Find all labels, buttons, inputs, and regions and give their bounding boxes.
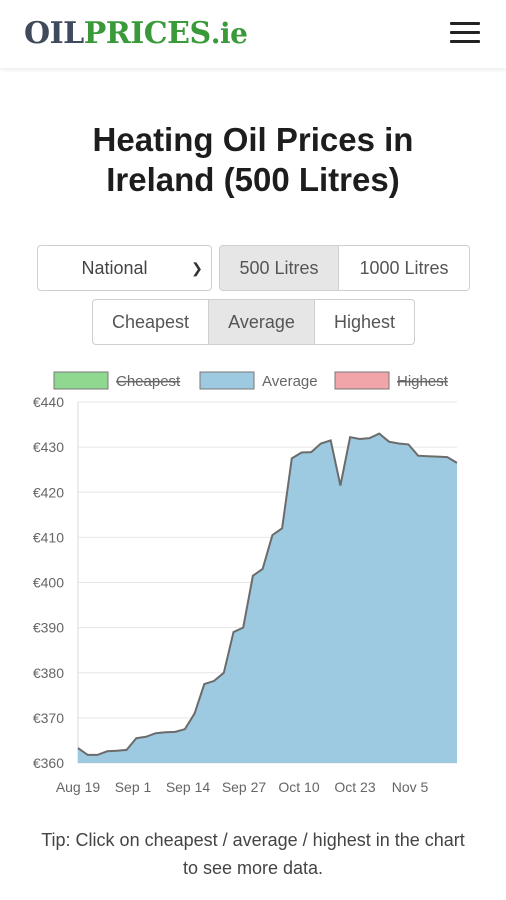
legend-label-highest: Highest xyxy=(397,373,449,390)
x-tick-label: Sep 1 xyxy=(115,779,152,795)
legend-swatch-average xyxy=(199,371,255,390)
x-axis-ticks: Aug 19 Sep 1 Sep 14 Sep 27 Oct 10 Oct 23 Nov 5 xyxy=(56,779,429,795)
average-price-area[interactable] xyxy=(78,433,457,763)
type-highest-button[interactable]: Highest xyxy=(315,299,415,345)
chart-legend: Cheapest Average Highest xyxy=(53,371,449,390)
volume-500-button[interactable]: 500 Litres xyxy=(219,245,339,291)
volume-button-group: 500 Litres 1000 Litres xyxy=(219,245,470,291)
x-tick-label: Sep 27 xyxy=(222,779,267,795)
y-axis-ticks: €440 €430 €420 €410 €400 €390 €380 €370 €360 xyxy=(33,394,64,771)
site-header: OILPRICES.ie xyxy=(0,0,506,68)
price-type-button-group: Cheapest Average Highest xyxy=(92,299,415,345)
x-tick-label: Aug 19 xyxy=(56,779,101,795)
logo-oil-text: OIL xyxy=(24,16,84,51)
hamburger-menu-icon[interactable] xyxy=(450,22,480,44)
legend-item-cheapest[interactable]: Cheapest xyxy=(53,371,181,390)
legend-label-cheapest: Cheapest xyxy=(116,373,181,390)
type-cheapest-button[interactable]: Cheapest xyxy=(92,299,209,345)
page-title-line2: Ireland (500 Litres) xyxy=(106,161,400,198)
type-average-button[interactable]: Average xyxy=(209,299,315,345)
legend-item-average[interactable]: Average xyxy=(199,371,318,390)
legend-item-highest[interactable]: Highest xyxy=(334,371,449,390)
y-tick-label: €430 xyxy=(33,439,64,455)
price-chart: Cheapest Average Highest €440€430€420€410€… xyxy=(33,371,458,795)
logo-ie-text: .ie xyxy=(210,17,248,50)
legend-swatch-highest xyxy=(334,371,390,390)
y-tick-label: €420 xyxy=(33,484,64,500)
legend-swatch-cheapest xyxy=(53,371,109,390)
region-select-value: National xyxy=(81,257,148,278)
tip-line2: to see more data. xyxy=(182,858,324,878)
y-tick-label: €440 xyxy=(33,394,64,410)
x-tick-label: Nov 5 xyxy=(392,779,429,795)
y-tick-label: €360 xyxy=(33,755,64,771)
page-title-line1: Heating Oil Prices in xyxy=(92,121,414,158)
y-tick-label: €400 xyxy=(33,575,64,591)
x-tick-label: Oct 10 xyxy=(278,779,319,795)
x-tick-label: Sep 14 xyxy=(166,779,211,795)
average-price-line xyxy=(77,432,458,756)
y-tick-label: €390 xyxy=(33,620,64,636)
y-tick-label: €370 xyxy=(33,710,64,726)
region-select[interactable]: National ❯ xyxy=(37,245,212,291)
x-tick-label: Oct 23 xyxy=(334,779,375,795)
tip-line1: Tip: Click on cheapest / average / highe… xyxy=(41,830,465,850)
volume-1000-button[interactable]: 1000 Litres xyxy=(339,245,470,291)
logo-prices-text: PRICES xyxy=(83,16,211,51)
chart-tip: Tip: Click on cheapest / average / highe… xyxy=(0,826,506,882)
chevron-down-icon: ❯ xyxy=(191,259,203,276)
page-title: Heating Oil Prices in Ireland (500 Litre… xyxy=(0,120,506,200)
y-tick-label: €410 xyxy=(33,529,64,545)
legend-label-average: Average xyxy=(262,373,318,390)
site-logo[interactable]: OILPRICES.ie xyxy=(24,16,248,51)
y-tick-label: €380 xyxy=(33,665,64,681)
